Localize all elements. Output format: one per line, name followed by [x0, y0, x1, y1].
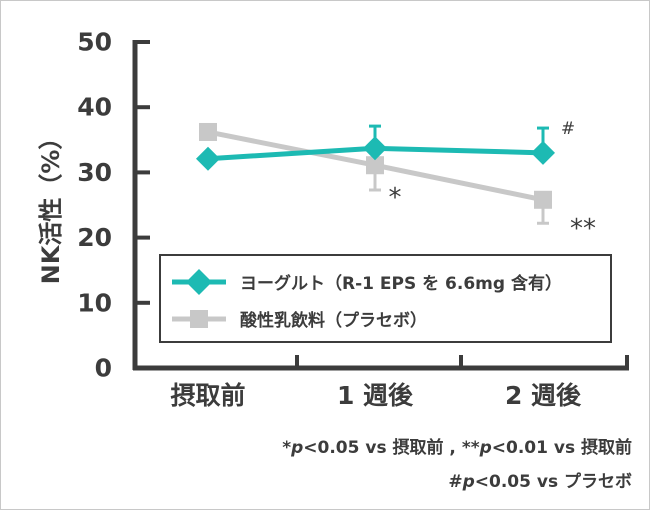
footnote-text-3: <0.05 vs プラセボ [474, 472, 632, 492]
legend: ヨーグルト（R-1 EPS を 6.6mg 含有） 酸性乳飲料（プラセボ） [159, 254, 612, 343]
y-axis-label: NK活性（%） [37, 126, 65, 285]
y-tick-label: 20 [77, 223, 112, 252]
footnote-line-1: *p<0.05 vs 摂取前 , **p<0.01 vs 摂取前 [282, 433, 632, 458]
legend-item-placebo: 酸性乳飲料（プラセボ） [172, 310, 427, 331]
footnote-text-1: <0.05 vs 摂取前 , [303, 438, 462, 458]
series-placebo [199, 122, 552, 225]
footnote-text-2: <0.01 vs 摂取前 [491, 438, 632, 458]
legend-placebo-label: 酸性乳飲料（プラセボ） [240, 310, 427, 331]
data-point-square [199, 122, 217, 141]
significance-annotation: * [389, 183, 402, 213]
footnote-p-3: p [462, 472, 475, 492]
x-category-label: 1 週後 [337, 381, 414, 410]
footnote-p-2: p [479, 438, 492, 458]
footnote-hash: # [448, 472, 463, 492]
data-point-diamond [363, 136, 387, 161]
legend-box [159, 254, 612, 343]
y-tick-label: 10 [77, 288, 112, 317]
x-category-label: 2 週後 [505, 381, 582, 410]
axes [132, 40, 629, 371]
data-point-square [366, 156, 384, 175]
y-tick-label: 50 [77, 28, 112, 57]
y-tick-label: 30 [77, 158, 112, 187]
data-point-diamond [531, 140, 555, 165]
series-layer [196, 122, 555, 225]
footnote-double-asterisk: ** [461, 438, 480, 458]
significance-annotation: ** [570, 214, 596, 244]
data-point-diamond [196, 146, 220, 171]
legend-yogurt-diamond-icon [186, 269, 212, 295]
footnote-line-2: #p<0.05 vs プラセボ [448, 467, 632, 492]
y-tick-label: 40 [77, 93, 112, 122]
data-point-square [534, 190, 552, 209]
footnote-single-asterisk: * [282, 438, 292, 458]
footnote-p-1: p [291, 438, 304, 458]
annotations: ***# [389, 119, 597, 244]
x-axis-categories: 摂取前 1 週後 2 週後 [170, 381, 582, 410]
significance-annotation: # [561, 119, 575, 139]
series-yogurt [196, 124, 555, 171]
y-axis-ticks: 0 10 20 30 40 50 [77, 28, 150, 383]
legend-yogurt-label: ヨーグルト（R-1 EPS を 6.6mg 含有） [240, 273, 562, 294]
y-tick-label: 0 [95, 354, 112, 383]
legend-item-yogurt: ヨーグルト（R-1 EPS を 6.6mg 含有） [172, 269, 562, 295]
legend-placebo-square-icon [190, 310, 208, 328]
x-category-label: 摂取前 [170, 381, 245, 410]
